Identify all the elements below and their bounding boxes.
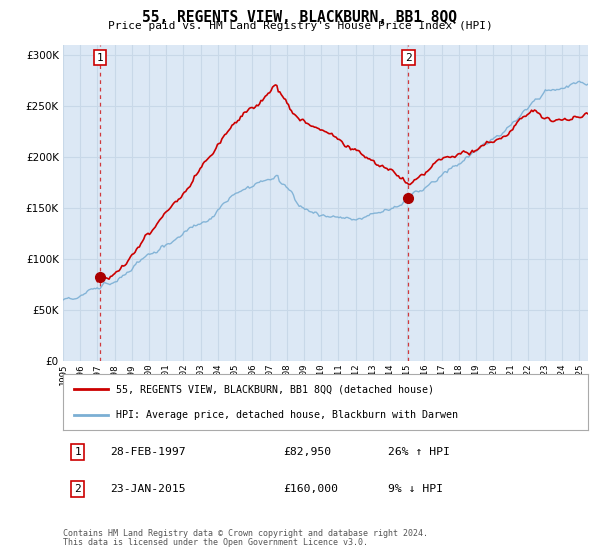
Text: 23-JAN-2015: 23-JAN-2015	[110, 484, 186, 494]
Text: 55, REGENTS VIEW, BLACKBURN, BB1 8QQ (detached house): 55, REGENTS VIEW, BLACKBURN, BB1 8QQ (de…	[115, 384, 433, 394]
Text: Price paid vs. HM Land Registry's House Price Index (HPI): Price paid vs. HM Land Registry's House …	[107, 21, 493, 31]
Text: 55, REGENTS VIEW, BLACKBURN, BB1 8QQ: 55, REGENTS VIEW, BLACKBURN, BB1 8QQ	[143, 10, 458, 25]
Text: 1: 1	[97, 53, 103, 63]
Text: 2: 2	[74, 484, 81, 494]
Text: £160,000: £160,000	[284, 484, 338, 494]
Text: This data is licensed under the Open Government Licence v3.0.: This data is licensed under the Open Gov…	[63, 538, 368, 547]
Text: HPI: Average price, detached house, Blackburn with Darwen: HPI: Average price, detached house, Blac…	[115, 410, 458, 420]
Text: 9% ↓ HPI: 9% ↓ HPI	[389, 484, 443, 494]
Text: Contains HM Land Registry data © Crown copyright and database right 2024.: Contains HM Land Registry data © Crown c…	[63, 529, 428, 538]
Text: 1: 1	[74, 447, 81, 457]
Text: 2: 2	[405, 53, 412, 63]
Text: £82,950: £82,950	[284, 447, 332, 457]
Text: 28-FEB-1997: 28-FEB-1997	[110, 447, 186, 457]
Text: 26% ↑ HPI: 26% ↑ HPI	[389, 447, 451, 457]
